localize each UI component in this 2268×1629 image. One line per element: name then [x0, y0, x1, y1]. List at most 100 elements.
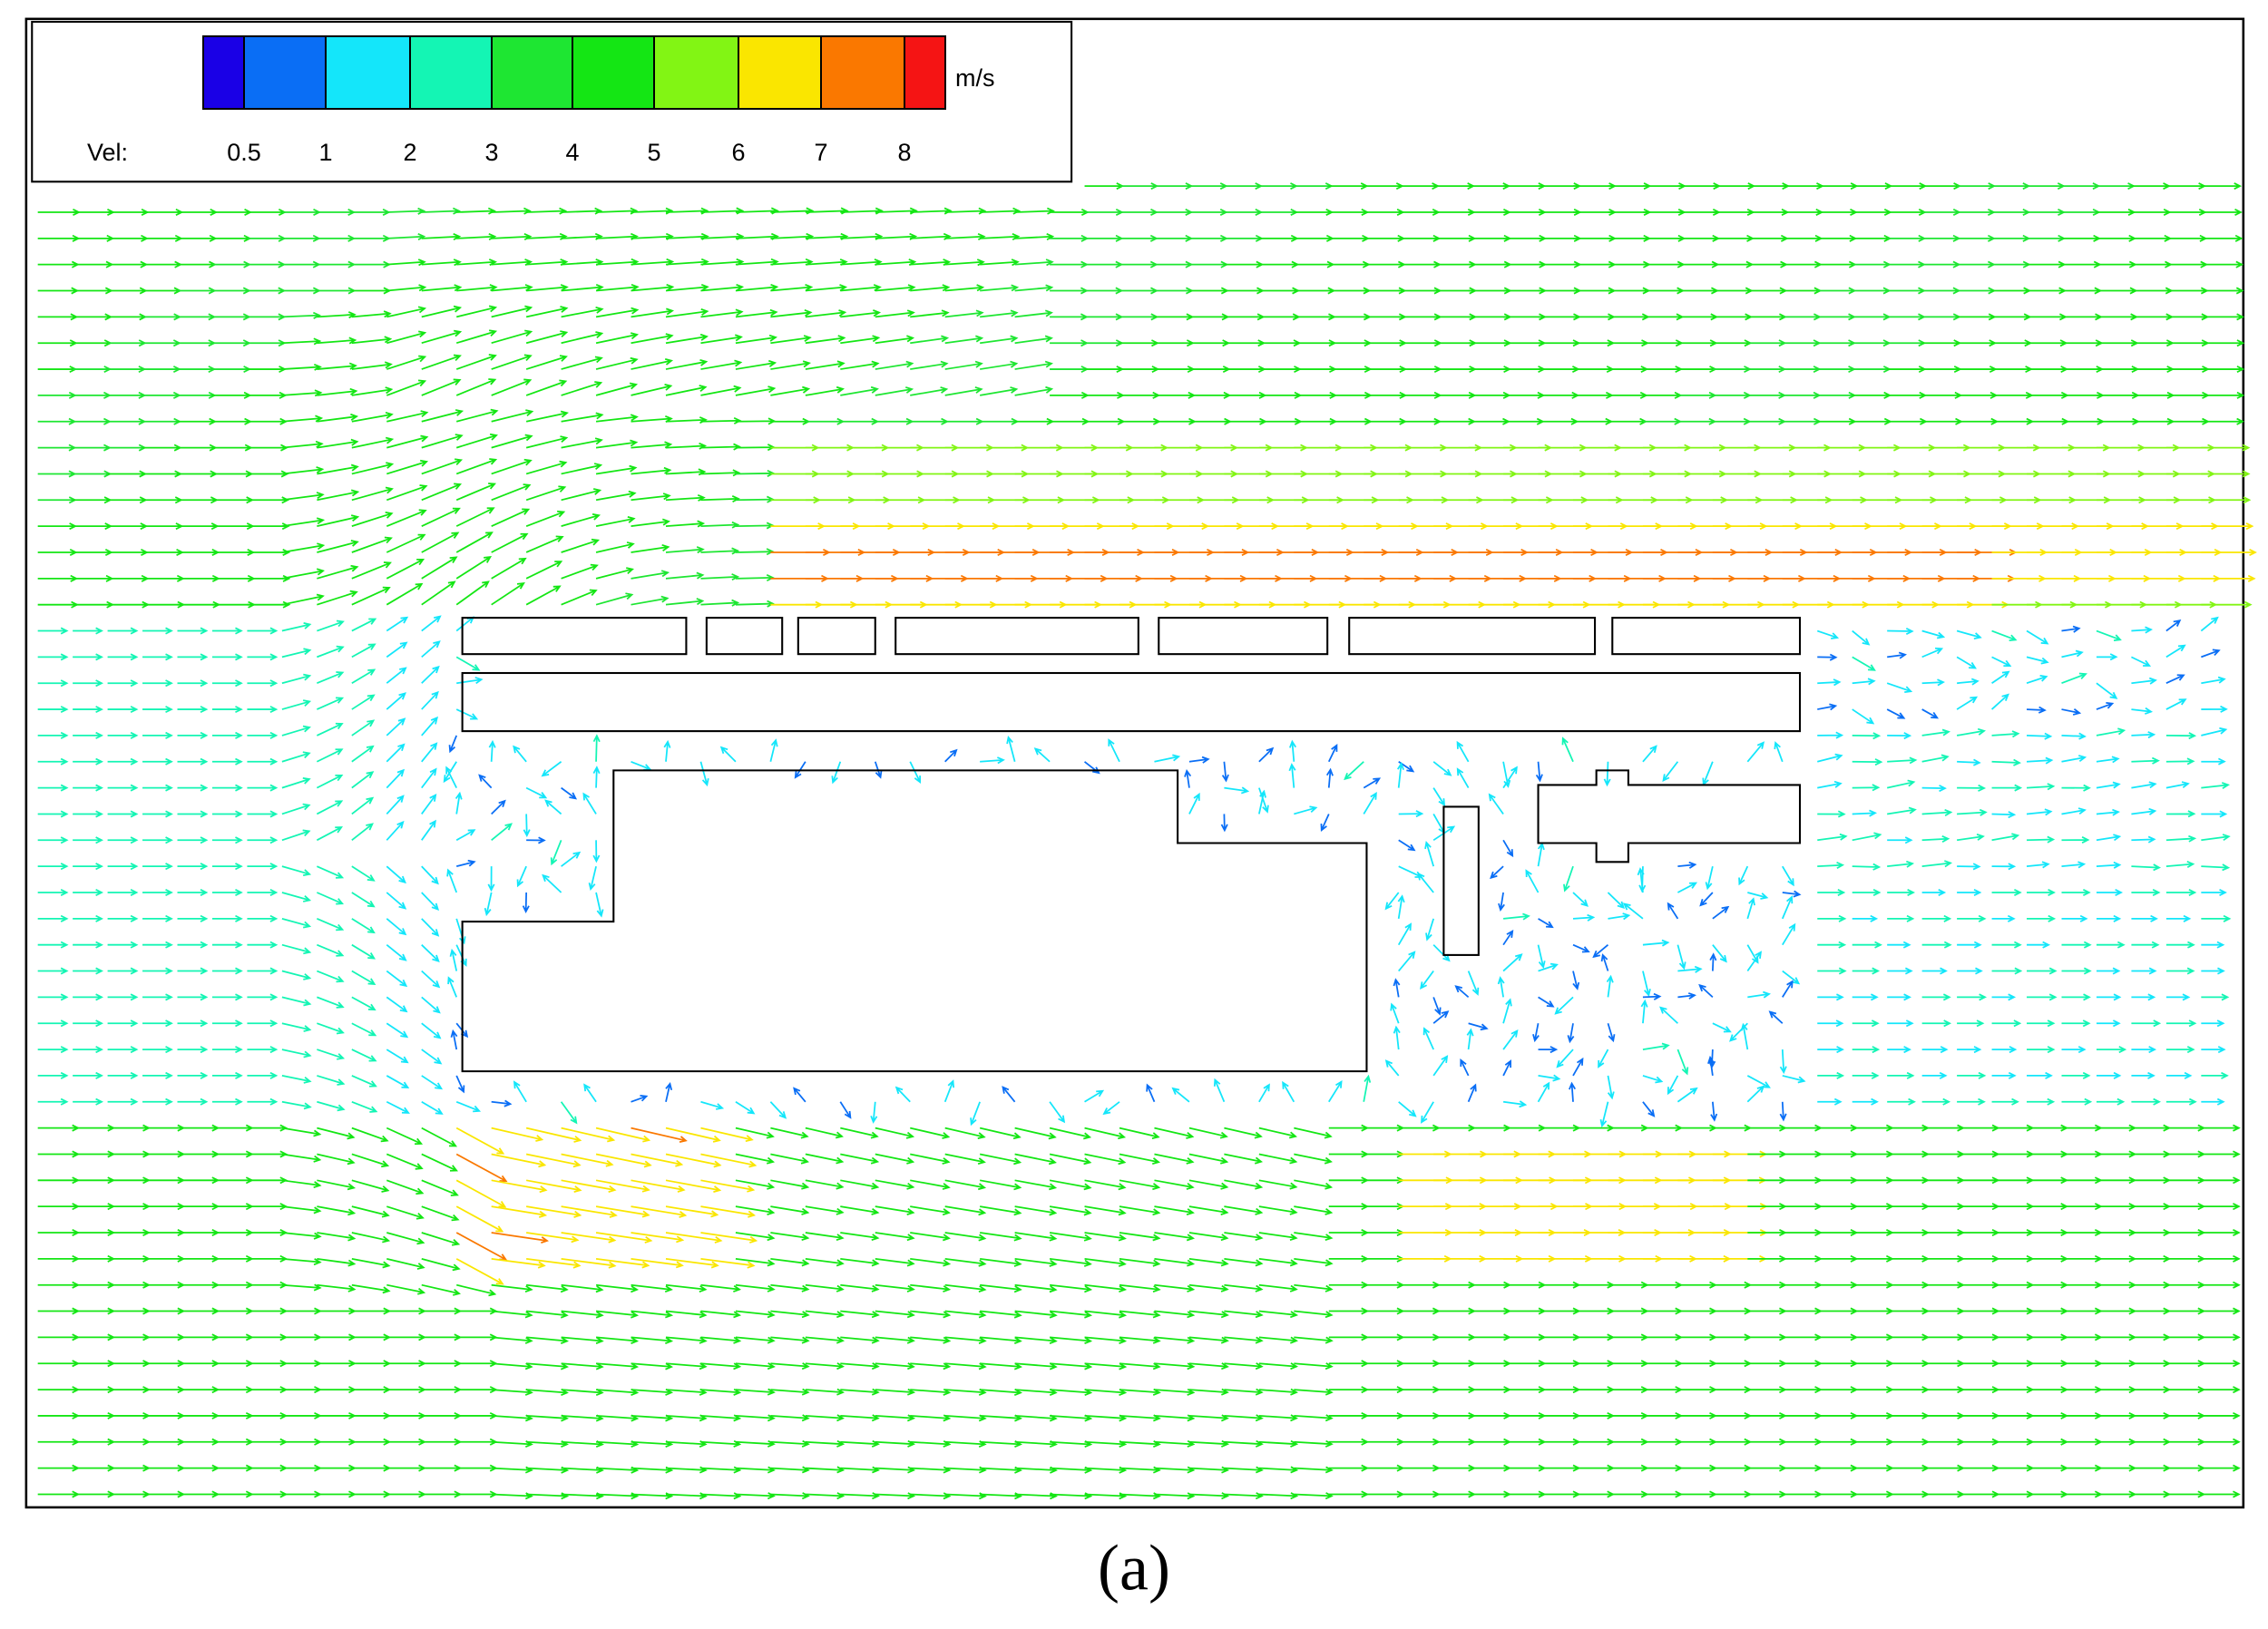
velocity-arrow: [2201, 574, 2256, 582]
velocity-arrow: [421, 640, 441, 658]
velocity-arrow: [700, 521, 740, 529]
velocity-arrow: [455, 1127, 505, 1155]
velocity-arrow: [2131, 707, 2154, 715]
velocity-arrow: [875, 1388, 916, 1396]
velocity-arrow: [1817, 1071, 1845, 1079]
velocity-arrow: [1049, 1232, 1092, 1242]
velocity-arrow: [1642, 745, 1657, 763]
velocity-arrow: [700, 1179, 756, 1193]
velocity-arrow: [317, 1100, 346, 1112]
velocity-arrow: [700, 385, 742, 396]
velocity-arrow: [1294, 1232, 1334, 1242]
velocity-arrow: [1213, 1078, 1226, 1103]
velocity-arrow: [631, 1362, 674, 1371]
velocity-arrow: [770, 1414, 810, 1422]
velocity-arrow: [700, 495, 740, 502]
velocity-arrow: [1956, 834, 1985, 842]
velocity-arrow: [107, 653, 139, 661]
velocity-arrow: [1779, 1049, 1787, 1075]
velocity-arrow: [1817, 753, 1843, 763]
velocity-arrow: [805, 335, 846, 345]
velocity-arrow: [980, 1283, 1022, 1293]
velocity-arrow: [1425, 918, 1435, 941]
velocity-arrow: [1817, 703, 1838, 711]
velocity-arrow: [2201, 496, 2252, 504]
velocity-arrow: [1002, 1086, 1016, 1103]
velocity-arrow: [351, 1049, 377, 1062]
velocity-arrow: [316, 722, 344, 736]
velocity-arrow: [1957, 863, 1981, 871]
velocity-arrow: [2201, 339, 2245, 347]
velocity-arrow: [281, 725, 311, 736]
velocity-arrow: [1432, 1010, 1450, 1024]
velocity-arrow: [2061, 1071, 2091, 1079]
velocity-arrow: [386, 1127, 424, 1146]
velocity-arrow: [2131, 1071, 2156, 1079]
velocity-arrow: [1956, 629, 1982, 640]
velocity-arrow: [386, 434, 429, 449]
velocity-arrow: [421, 284, 463, 292]
colorbar-tick-label: 1: [318, 139, 332, 166]
velocity-arrow: [1294, 1466, 1334, 1474]
velocity-arrow: [875, 1179, 915, 1190]
velocity-arrow: [1188, 1466, 1230, 1474]
velocity-arrow: [317, 387, 358, 396]
velocity-arrow: [631, 1095, 649, 1103]
velocity-arrow: [1456, 767, 1470, 789]
velocity-arrow: [525, 585, 562, 606]
velocity-arrow: [421, 580, 456, 606]
velocity-arrow: [1188, 1283, 1229, 1292]
velocity-arrow: [2201, 1176, 2241, 1185]
velocity-arrow: [1224, 1257, 1264, 1267]
velocity-arrow: [37, 810, 69, 818]
velocity-arrow: [2201, 1333, 2241, 1341]
velocity-arrow: [1887, 756, 1918, 765]
velocity-arrow: [1921, 629, 1946, 639]
velocity-arrow: [910, 335, 950, 345]
velocity-arrow: [455, 656, 481, 671]
velocity-arrow: [421, 354, 462, 370]
velocity-arrow: [351, 694, 376, 710]
velocity-arrow: [211, 1019, 243, 1028]
velocity-arrow: [455, 829, 476, 842]
velocity-arrow: [2026, 808, 2053, 816]
velocity-arrow: [1294, 1414, 1334, 1422]
velocity-arrow: [351, 668, 376, 684]
velocity-arrow: [944, 1179, 987, 1191]
velocity-arrow: [142, 810, 173, 818]
velocity-arrow: [455, 458, 498, 475]
velocity-arrow: [421, 1049, 443, 1065]
velocity-arrow: [211, 784, 243, 792]
velocity-arrow: [1390, 1002, 1400, 1024]
velocity-arrow: [1288, 763, 1296, 788]
velocity-arrow: [1294, 805, 1318, 815]
velocity-arrow: [491, 1205, 548, 1218]
velocity-arrow: [1258, 1439, 1299, 1448]
velocity-arrow: [665, 520, 706, 528]
velocity-arrow: [73, 889, 103, 896]
velocity-arrow: [1432, 944, 1451, 962]
velocity-arrow: [142, 1097, 173, 1106]
velocity-arrow: [1677, 944, 1686, 971]
velocity-arrow: [831, 761, 842, 785]
velocity-arrow: [351, 536, 393, 553]
velocity-arrow: [1677, 965, 1703, 973]
velocity-arrow: [455, 791, 463, 814]
velocity-arrow: [386, 330, 427, 345]
velocity-arrow: [386, 582, 424, 606]
velocity-arrow: [281, 492, 325, 502]
velocity-arrow: [351, 310, 392, 318]
velocity-arrow: [875, 1362, 915, 1371]
velocity-arrow: [491, 354, 533, 370]
velocity-arrow: [1119, 1205, 1161, 1216]
velocity-arrow: [247, 522, 290, 531]
velocity-arrow: [595, 1127, 651, 1143]
velocity-arrow: [2131, 756, 2160, 765]
velocity-arrow: [2131, 781, 2157, 789]
velocity-arrow: [1502, 1100, 1528, 1108]
velocity-arrow: [317, 590, 358, 606]
velocity-arrow: [561, 1362, 604, 1371]
velocity-arrow: [1119, 1127, 1160, 1140]
velocity-arrow: [386, 207, 426, 215]
velocity-arrow: [386, 484, 428, 502]
